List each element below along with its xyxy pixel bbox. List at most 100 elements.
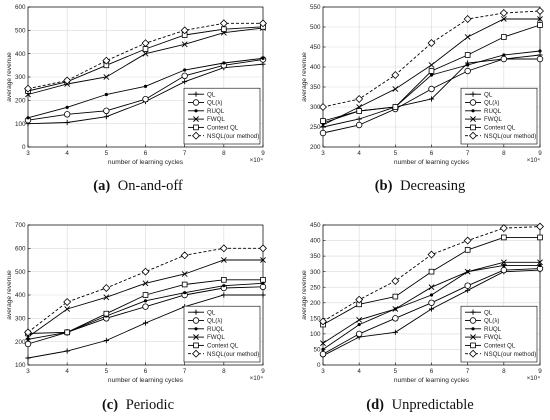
data-point (25, 355, 31, 361)
caption-a-letter: (a) (93, 178, 110, 194)
y-tick-label: 0 (317, 362, 321, 369)
y-tick-label: 600 (15, 4, 26, 11)
legend-label: FWQL (484, 116, 502, 123)
legend-marker (470, 309, 476, 315)
y-axis-label: average revenue (6, 270, 13, 320)
legend-label: Context QL (207, 343, 239, 350)
data-point (428, 268, 435, 275)
y-tick-label: 300 (15, 74, 26, 81)
legend-label: Context QL (207, 125, 239, 132)
x-tick-label: 3 (26, 150, 30, 157)
data-point (103, 74, 110, 80)
data-point (501, 234, 507, 241)
caption-a-text: On-and-off (118, 178, 183, 194)
x-axis-multiplier: ×10⁴ (250, 375, 264, 382)
legend-marker (470, 124, 476, 131)
legend-label: FWQL (207, 334, 225, 341)
data-point (392, 315, 399, 322)
x-tick-label: 6 (144, 150, 148, 157)
legend-label: QL (207, 309, 216, 316)
y-tick-label: 50 (313, 347, 321, 354)
data-point (429, 73, 434, 77)
data-point (182, 79, 188, 85)
data-point (502, 53, 506, 57)
x-tick-label: 7 (183, 368, 187, 375)
axes-frame (27, 6, 264, 148)
data-point (355, 295, 364, 304)
legend-marker (194, 109, 198, 113)
y-tick-label: 200 (15, 339, 26, 346)
legend-label: RUQL (207, 326, 225, 333)
data-point (141, 39, 150, 48)
x-tick-label: 9 (261, 150, 265, 157)
data-point (536, 222, 544, 231)
data-point (260, 277, 266, 283)
x-tick-label: 8 (222, 368, 226, 375)
x-axis-multiplier: ×10⁴ (527, 157, 541, 164)
legend-marker (192, 317, 200, 324)
caption-c-text: Periodic (126, 397, 174, 413)
legend-label: FWQL (207, 116, 225, 123)
data-point (63, 111, 71, 118)
series-FWQL (320, 259, 543, 347)
legend-label: FWQL (484, 334, 502, 341)
data-point (391, 277, 400, 285)
y-tick-label: 500 (15, 269, 26, 276)
data-point (538, 263, 542, 268)
legend-label: RUQL (207, 108, 225, 115)
x-tick-label: 3 (321, 368, 325, 375)
y-tick-label: 350 (310, 84, 321, 91)
data-point (355, 95, 364, 103)
caption-b: (b) Decreasing (375, 178, 466, 194)
y-tick-label: 500 (15, 27, 26, 34)
y-tick-label: 450 (310, 222, 321, 229)
data-point (428, 284, 435, 291)
data-point (319, 350, 327, 358)
data-point (180, 251, 189, 260)
data-point (102, 56, 111, 65)
legend-label: RUQL (484, 108, 502, 115)
x-tick-label: 7 (466, 368, 470, 375)
data-point (392, 329, 398, 335)
data-point (538, 49, 542, 53)
data-point (183, 68, 187, 72)
data-point (429, 293, 434, 297)
y-tick-label: 300 (310, 269, 321, 276)
y-tick-label: 200 (310, 144, 321, 151)
y-tick-label: 700 (15, 222, 26, 229)
series-QL(λ) (319, 55, 544, 137)
x-tick-label: 5 (394, 150, 398, 157)
legend-marker (192, 349, 200, 358)
data-point (319, 317, 327, 326)
legend-label: NSQL(our method) (484, 133, 536, 140)
data-point (220, 257, 227, 263)
data-point (356, 116, 362, 122)
data-point (141, 267, 150, 276)
data-point (142, 292, 149, 298)
data-point (142, 280, 149, 287)
x-tick-label: 4 (65, 150, 69, 157)
y-tick-label: 250 (310, 124, 321, 131)
data-point (181, 271, 188, 277)
caption-b-text: Decreasing (400, 178, 465, 194)
data-point (464, 268, 471, 275)
data-point (319, 129, 327, 137)
y-tick-label: 550 (310, 4, 321, 11)
data-point (222, 284, 226, 288)
data-point (392, 306, 399, 312)
data-point (24, 328, 32, 337)
y-tick-label: 350 (310, 253, 321, 260)
data-point (219, 244, 228, 253)
legend-marker (192, 99, 200, 106)
x-tick-label: 6 (144, 368, 148, 375)
y-tick-label: 200 (310, 300, 321, 307)
data-point (536, 7, 544, 15)
data-point (464, 247, 471, 253)
data-point (466, 63, 470, 67)
data-point (142, 50, 149, 57)
data-point (64, 306, 71, 312)
data-point (143, 84, 148, 88)
data-point (103, 337, 109, 344)
